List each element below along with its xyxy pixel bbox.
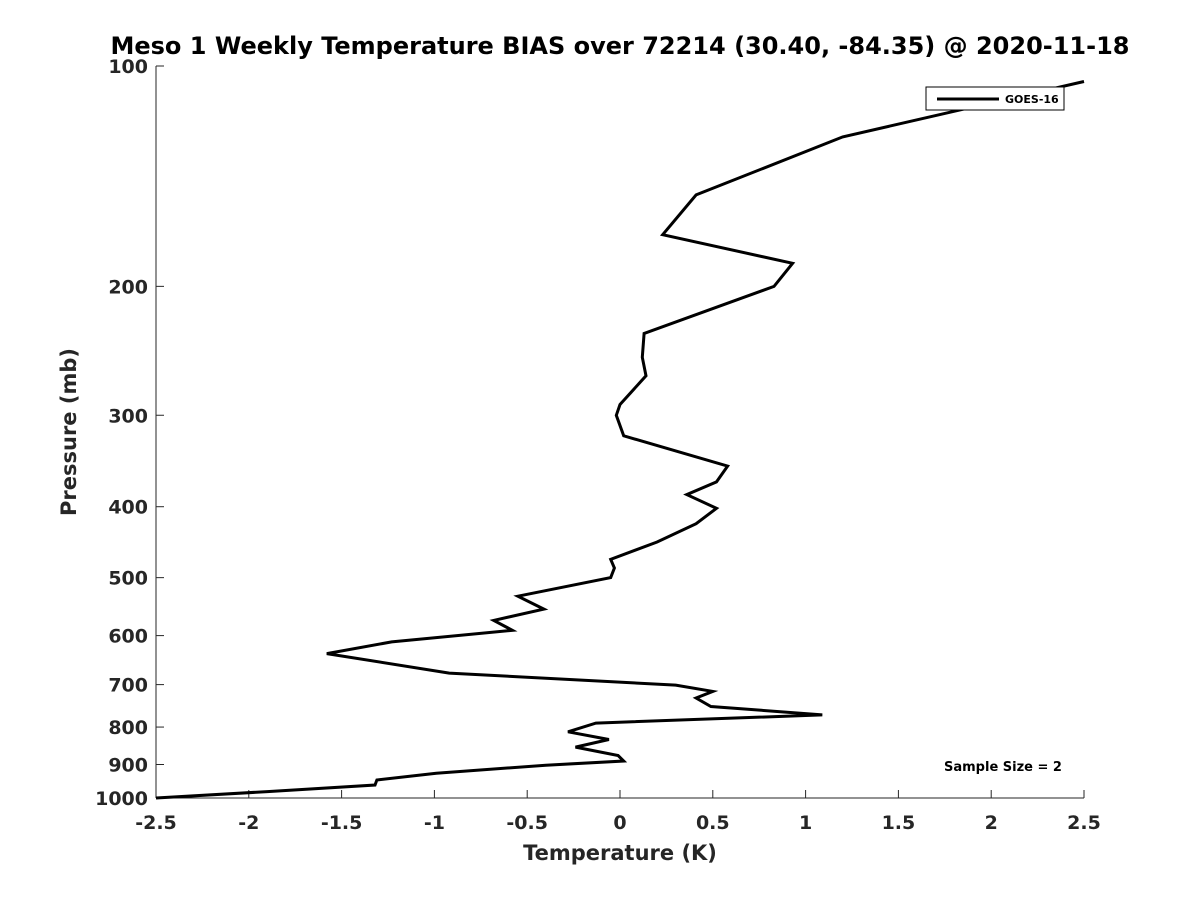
x-tick-label: 2 xyxy=(985,812,998,834)
series-line-goes-16 xyxy=(155,80,1085,800)
y-tick-label: 900 xyxy=(108,755,148,777)
x-ticks: -2.5 -2 -1.5 -1 -0.5 0 0.5 1 1.5 2 2.5 xyxy=(135,790,1101,834)
legend-entry-label: GOES-16 xyxy=(1005,93,1059,106)
x-tick-label: 1.5 xyxy=(882,812,916,834)
series-layer xyxy=(155,80,1085,800)
y-axis-label: Pressure (mb) xyxy=(57,348,81,516)
x-tick-label: -0.5 xyxy=(506,812,548,834)
y-tick-label: 800 xyxy=(108,717,148,739)
y-tick-label: 1000 xyxy=(95,788,148,810)
legend: GOES-16 xyxy=(925,86,1065,111)
x-tick-label: -2 xyxy=(238,812,259,834)
chart-title: Meso 1 Weekly Temperature BIAS over 7221… xyxy=(110,32,1129,60)
x-tick-label: 0.5 xyxy=(696,812,730,834)
x-tick-label: 0 xyxy=(613,812,626,834)
x-axis-label: Temperature (K) xyxy=(523,841,717,865)
x-tick-label: 1 xyxy=(799,812,812,834)
plot-area: -2.5 -2 -1.5 -1 -0.5 0 0.5 1 1.5 2 2.5 100 200 300 40… xyxy=(95,56,1101,834)
y-tick-label: 300 xyxy=(108,405,148,427)
x-tick-label: -1.5 xyxy=(321,812,363,834)
sample-size-annotation: Sample Size = 2 xyxy=(944,760,1062,775)
y-tick-label: 100 xyxy=(108,56,148,78)
x-tick-label: 2.5 xyxy=(1067,812,1101,834)
y-tick-label: 700 xyxy=(108,675,148,697)
y-ticks: 100 200 300 400 500 600 700 800 900 1000 xyxy=(95,56,164,810)
y-tick-label: 500 xyxy=(108,568,148,590)
y-tick-label: 600 xyxy=(108,626,148,648)
y-tick-label: 400 xyxy=(108,497,148,519)
x-tick-label: -2.5 xyxy=(135,812,177,834)
y-tick-label: 200 xyxy=(108,276,148,298)
x-tick-label: -1 xyxy=(424,812,445,834)
